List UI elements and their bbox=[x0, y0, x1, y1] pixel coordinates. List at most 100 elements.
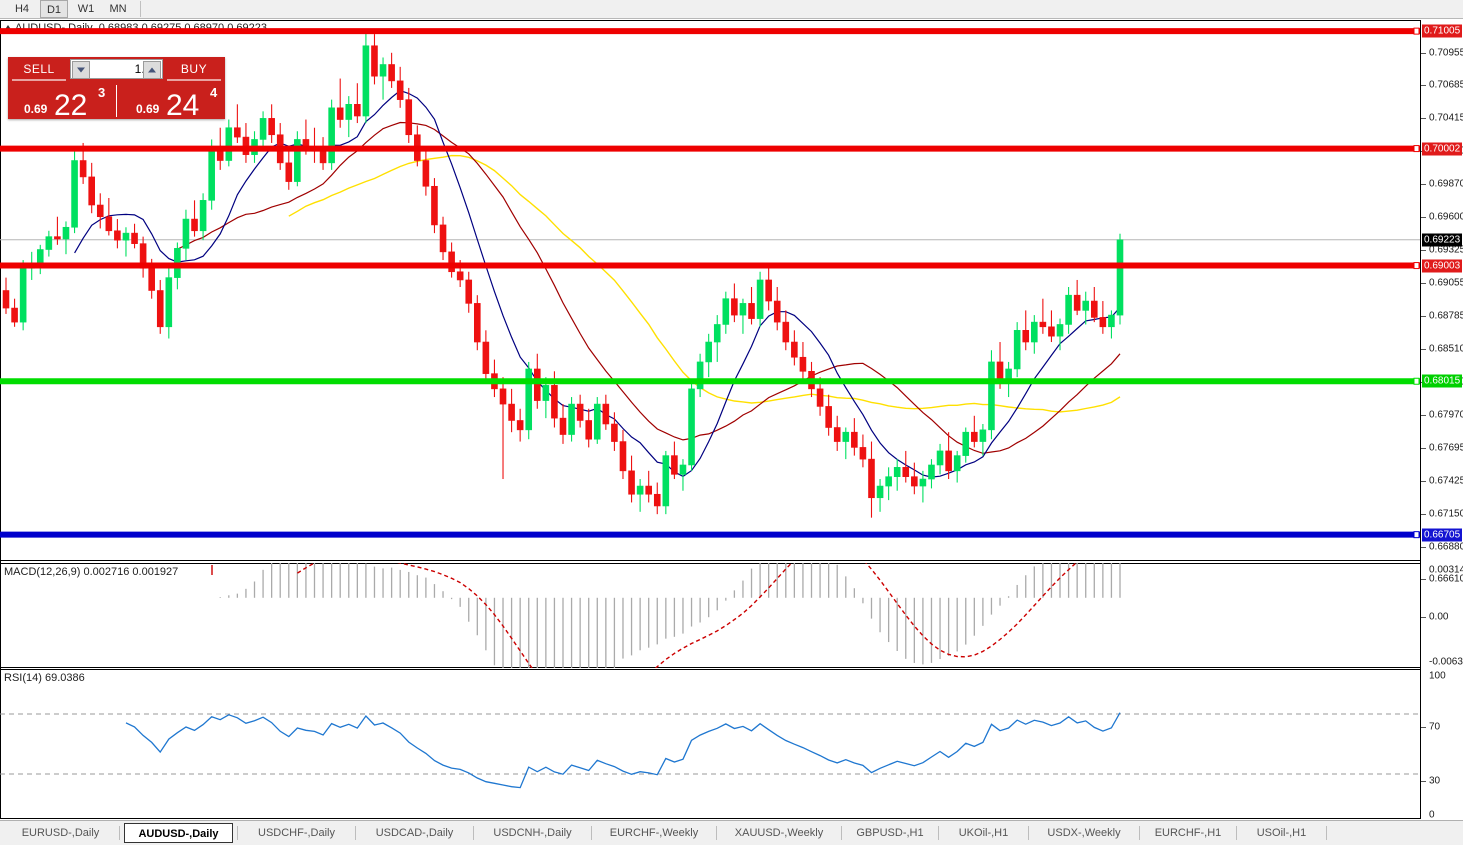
tab-divider bbox=[1028, 826, 1029, 840]
chart-tab-usdcnh[interactable]: USDCNH-,Daily bbox=[493, 827, 572, 839]
price-tick-mark bbox=[1421, 415, 1426, 416]
timeframe-h4[interactable]: H4 bbox=[14, 3, 30, 15]
macd-pane bbox=[0, 563, 1463, 668]
price-tick-label: 0.67150 bbox=[1429, 508, 1463, 520]
chart-tab-usdchf[interactable]: USDCHF-,Daily bbox=[258, 827, 335, 839]
price-tick-label: 0.67695 bbox=[1429, 442, 1463, 454]
timeframe-toolbar: H4 D1 W1 MN bbox=[0, 0, 1463, 19]
price-tick-mark bbox=[1421, 283, 1426, 284]
price-tick-label: 0.69870 bbox=[1429, 178, 1463, 190]
price-tick-label: 0.68510 bbox=[1429, 343, 1463, 355]
macd-tick-label: 0.003148 bbox=[1429, 564, 1463, 576]
price-tick-mark bbox=[1421, 547, 1426, 548]
volume-stepper[interactable]: 1.00 bbox=[70, 59, 163, 79]
volume-increase-button[interactable] bbox=[143, 61, 161, 79]
price-tick-mark bbox=[1421, 118, 1426, 119]
macd-indicator-label: MACD(12,26,9) 0.002716 0.001927 bbox=[4, 566, 179, 578]
price-tick-label: 0.70415 bbox=[1429, 112, 1463, 124]
price-tick-mark bbox=[1421, 349, 1426, 350]
pane-right-border bbox=[1420, 20, 1421, 819]
tab-divider bbox=[237, 826, 238, 840]
price-tick-mark bbox=[1421, 448, 1426, 449]
rsi-indicator-label: RSI(14) 69.0386 bbox=[4, 672, 85, 684]
price-tick-label: 0.68785 bbox=[1429, 310, 1463, 322]
price-tick-mark bbox=[1421, 53, 1426, 54]
price-tick-mark bbox=[1421, 85, 1426, 86]
sell-price-quote[interactable]: 0.69 22 3 bbox=[8, 83, 115, 122]
price-tick-label: 0.69325 bbox=[1429, 244, 1463, 256]
price-tick-mark bbox=[1421, 514, 1426, 515]
rsi-tick-label: 30 bbox=[1429, 775, 1441, 787]
price-tick-label: 0.66880 bbox=[1429, 541, 1463, 553]
tab-divider bbox=[591, 826, 592, 840]
tab-divider bbox=[1139, 826, 1140, 840]
price-badge-last-price[interactable]: 0.69223 bbox=[1422, 233, 1463, 247]
price-tick-label: 0.69055 bbox=[1429, 277, 1463, 289]
volume-decrease-button[interactable] bbox=[72, 61, 90, 79]
chart-tab-gbpusd[interactable]: GBPUSD-,H1 bbox=[856, 827, 924, 839]
price-tick-mark bbox=[1421, 250, 1426, 251]
rsi-pane bbox=[0, 669, 1463, 819]
price-tick-label: 0.70685 bbox=[1429, 79, 1463, 91]
macd-tick-label: 0.00 bbox=[1429, 611, 1449, 623]
price-tick-label: 0.66610 bbox=[1429, 573, 1463, 585]
rsi-chart-canvas bbox=[0, 712, 1420, 789]
chart-area[interactable]: AUDUSD-,Daily 0.68983 0.69275 0.68970 0.… bbox=[0, 19, 1463, 842]
pane-left-border bbox=[0, 20, 1, 819]
macd-tick-label: -0.006353 bbox=[1429, 656, 1463, 668]
chart-tab-usdcad[interactable]: USDCAD-,Daily bbox=[375, 827, 454, 839]
chevron-up-icon bbox=[148, 67, 156, 73]
chevron-down-icon bbox=[77, 67, 85, 73]
price-tick-label: 0.70955 bbox=[1429, 47, 1463, 59]
price-badge-support[interactable]: 0.66705 bbox=[1422, 528, 1463, 542]
sell-button[interactable]: SELL bbox=[12, 59, 66, 81]
buy-price-main: 24 bbox=[166, 89, 200, 122]
price-tick-label: 0.67425 bbox=[1429, 475, 1463, 487]
sell-price-main: 22 bbox=[54, 89, 88, 122]
chart-tab-usdx[interactable]: USDX-,Weekly bbox=[1047, 827, 1121, 839]
one-click-trading-panel[interactable]: SELL 1.00 BUY 0.69 22 3 0.69 24 4 bbox=[8, 57, 225, 122]
tab-divider bbox=[473, 826, 474, 840]
timeframe-w1[interactable]: W1 bbox=[77, 3, 95, 15]
timeframe-mn[interactable]: MN bbox=[109, 3, 127, 15]
price-badge-resistance[interactable]: 0.69003 bbox=[1422, 259, 1463, 273]
tab-divider bbox=[1326, 826, 1327, 840]
rsi-tick-mark bbox=[1421, 727, 1426, 728]
price-scale[interactable]: 0.709550.706850.704150.701400.698700.696… bbox=[1421, 19, 1463, 821]
chart-tab-usoil[interactable]: USOil-,H1 bbox=[1256, 827, 1307, 839]
chart-tab-audusd[interactable]: AUDUSD-,Daily bbox=[124, 823, 233, 843]
chart-tab-eurchf[interactable]: EURCHF-,H1 bbox=[1154, 827, 1222, 839]
timeframe-d1[interactable]: D1 bbox=[40, 0, 68, 18]
price-badge-resistance[interactable]: 0.71005 bbox=[1422, 24, 1463, 38]
price-badge-support[interactable]: 0.68015 bbox=[1422, 374, 1463, 388]
quote-divider bbox=[116, 85, 117, 117]
tab-divider bbox=[938, 826, 939, 840]
rsi-tick-label: 0 bbox=[1429, 809, 1435, 821]
buy-price-fraction: 4 bbox=[210, 85, 218, 100]
sell-price-fraction: 3 bbox=[98, 85, 106, 100]
buy-price-quote[interactable]: 0.69 24 4 bbox=[118, 83, 225, 122]
buy-button[interactable]: BUY bbox=[167, 59, 221, 81]
triangle-up-icon bbox=[4, 25, 12, 32]
tab-divider bbox=[716, 826, 717, 840]
rsi-tick-label: 100 bbox=[1429, 670, 1446, 682]
macd-chart-canvas bbox=[211, 563, 1121, 668]
rsi-tick-mark bbox=[1421, 781, 1426, 782]
tab-divider bbox=[119, 826, 120, 840]
chart-tab-eurchf[interactable]: EURCHF-,Weekly bbox=[609, 827, 699, 839]
rsi-tick-label: 70 bbox=[1429, 721, 1441, 733]
chart-tab-ukoil[interactable]: UKOil-,H1 bbox=[958, 827, 1009, 839]
one-click-controls: SELL 1.00 BUY bbox=[8, 57, 225, 81]
price-tick-label: 0.67970 bbox=[1429, 409, 1463, 421]
price-tick-mark bbox=[1421, 217, 1426, 218]
buy-price-prefix: 0.69 bbox=[136, 102, 160, 116]
price-tick-mark bbox=[1421, 481, 1426, 482]
tab-divider bbox=[1236, 826, 1237, 840]
price-badge-resistance[interactable]: 0.70002 bbox=[1422, 142, 1463, 156]
chart-tab-xauusd[interactable]: XAUUSD-,Weekly bbox=[734, 827, 824, 839]
chart-tab-eurusd[interactable]: EURUSD-,Daily bbox=[21, 827, 100, 839]
tab-divider bbox=[355, 826, 356, 840]
chart-tabs-bar: EURUSD-,Daily AUDUSD-,Daily USDCHF-,Daily U… bbox=[0, 820, 1463, 845]
price-tick-mark bbox=[1421, 316, 1426, 317]
